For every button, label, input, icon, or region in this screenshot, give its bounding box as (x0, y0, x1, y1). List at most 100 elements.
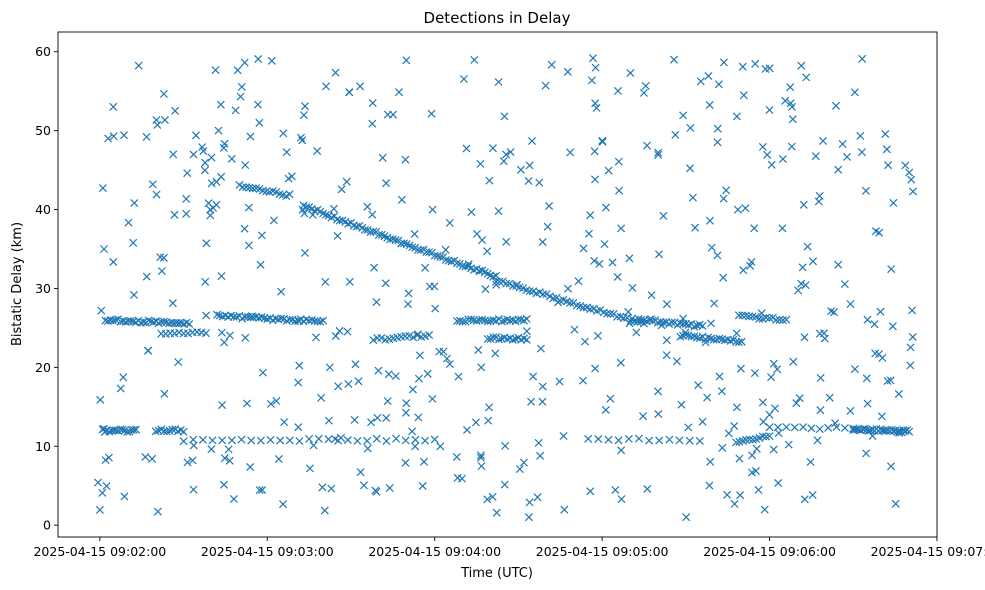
detection-point (321, 82, 331, 91)
detection-point (645, 436, 654, 445)
detection-point (199, 147, 208, 156)
detection-point (899, 426, 908, 435)
detection-point (641, 81, 650, 90)
detection-point (767, 160, 776, 169)
detection-point (781, 96, 790, 105)
detection-point (654, 250, 664, 259)
detection-point (258, 368, 267, 377)
detection-point (317, 393, 326, 402)
y-tick-label: 0 (43, 518, 51, 533)
detection-point (758, 432, 767, 441)
detection-point (862, 374, 871, 383)
detection-point (96, 395, 105, 404)
detection-point (141, 452, 150, 462)
detection-point (502, 150, 511, 159)
detection-point (344, 379, 353, 389)
detection-point (497, 317, 506, 326)
y-tick-label: 40 (35, 202, 51, 217)
detection-point (101, 456, 110, 465)
detection-point (738, 311, 747, 320)
detection-point (579, 244, 588, 253)
detection-point (445, 360, 454, 369)
detection-point (736, 491, 745, 500)
detection-point (840, 423, 849, 433)
detection-point (253, 100, 262, 109)
detection-point (427, 109, 436, 118)
detection-point (566, 298, 575, 307)
detection-point (233, 66, 242, 75)
detection-point (329, 204, 338, 213)
detection-point (707, 243, 716, 252)
detection-point (404, 289, 413, 298)
detection-point (202, 311, 211, 320)
detection-point (698, 321, 707, 330)
detection-point (179, 427, 188, 436)
detection-point (529, 372, 538, 381)
detection-point (425, 248, 434, 257)
detection-point (481, 285, 490, 294)
detection-point (703, 393, 712, 402)
detection-point (578, 376, 588, 385)
detection-point (142, 272, 151, 281)
detection-point (485, 403, 494, 412)
detection-point (800, 333, 809, 342)
y-tick-label: 10 (35, 439, 51, 454)
detection-point (262, 187, 271, 196)
detection-point (476, 159, 485, 168)
detection-point (174, 358, 183, 367)
detection-point (732, 329, 741, 338)
detection-point (254, 54, 263, 64)
detection-point (653, 387, 663, 396)
detection-point (654, 148, 663, 157)
detection-point (491, 349, 500, 358)
detection-point (887, 265, 896, 274)
detection-point (501, 441, 510, 450)
detection-point (617, 224, 626, 233)
detection-point (616, 358, 625, 367)
detection-point (201, 158, 210, 167)
detection-point (757, 309, 766, 318)
detection-point (359, 481, 368, 490)
detection-point (696, 77, 705, 86)
detection-point (807, 424, 816, 433)
detection-point (159, 317, 168, 326)
detection-point (626, 316, 635, 326)
detection-point (794, 286, 803, 295)
detection-point (369, 336, 378, 345)
detection-point (401, 408, 410, 417)
detection-point (759, 417, 768, 426)
detection-point (800, 495, 809, 504)
detection-point (505, 279, 514, 288)
detection-point (901, 161, 910, 170)
detection-point (179, 437, 188, 446)
detection-point (535, 178, 544, 187)
detection-point (246, 462, 255, 472)
detection-point (492, 277, 501, 286)
detection-point (272, 396, 281, 405)
detection-point (311, 333, 321, 342)
detection-point (834, 260, 843, 269)
detection-point (563, 67, 572, 76)
detection-point (120, 492, 129, 501)
detection-point (758, 142, 767, 151)
detection-point (907, 175, 916, 184)
detection-point (170, 210, 179, 219)
detection-point (820, 334, 829, 343)
detection-point (667, 318, 676, 327)
detection-point (719, 194, 728, 203)
detection-point (806, 457, 815, 467)
detection-point (863, 399, 872, 408)
detection-point (464, 260, 473, 269)
detection-point (462, 425, 472, 435)
detection-point (543, 222, 552, 231)
detection-point (452, 452, 461, 462)
detection-point (130, 198, 139, 208)
detection-point (632, 328, 641, 337)
data-markers (93, 54, 918, 522)
detection-point (345, 277, 354, 286)
detection-point (741, 204, 750, 213)
detection-point (354, 377, 363, 386)
detection-point (813, 436, 822, 445)
detection-point (105, 427, 114, 436)
detection-point (129, 238, 138, 247)
